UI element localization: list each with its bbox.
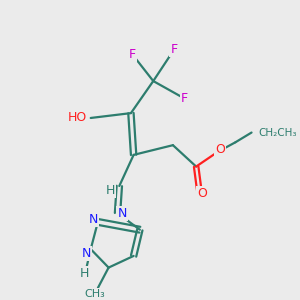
Text: CH₃: CH₃ (84, 289, 105, 299)
Text: N: N (117, 207, 127, 220)
Text: O: O (197, 187, 207, 200)
Text: F: F (181, 92, 188, 105)
Text: H: H (80, 267, 89, 280)
Text: N: N (82, 248, 91, 260)
Text: F: F (170, 44, 177, 56)
Text: HO: HO (68, 112, 87, 124)
Text: CH₂CH₃: CH₂CH₃ (259, 128, 297, 137)
Text: F: F (129, 48, 136, 61)
Text: O: O (215, 142, 225, 156)
Text: N: N (89, 214, 98, 226)
Text: H: H (106, 184, 115, 197)
